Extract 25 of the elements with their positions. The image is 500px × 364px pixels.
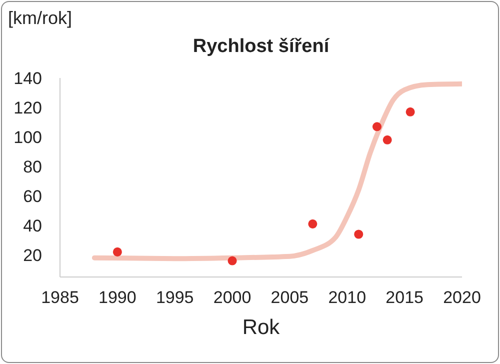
y-tick-label: 60 — [23, 186, 42, 206]
x-tick-label: 1990 — [98, 288, 136, 308]
x-tick-label: 2010 — [328, 288, 366, 308]
y-axis-title: [km/rok] — [8, 8, 72, 29]
y-tick-label: 120 — [14, 98, 42, 118]
y-tick-label: 20 — [23, 246, 42, 265]
x-tick-label: 1995 — [156, 288, 194, 308]
x-tick-label: 1985 — [41, 288, 79, 308]
y-tick-label: 80 — [23, 157, 42, 176]
point — [382, 135, 392, 144]
chart-title: Rychlost šíření — [192, 36, 331, 58]
x-axis-title: Rok — [241, 316, 281, 340]
y-tick-label: 40 — [23, 216, 42, 236]
x-tick-label: 2015 — [386, 288, 424, 308]
point — [308, 219, 318, 228]
point — [406, 107, 415, 116]
x-tick-label: 2000 — [213, 288, 252, 308]
point — [112, 247, 122, 256]
point — [372, 122, 382, 132]
y-tick-label: 140 — [14, 69, 42, 88]
x-tick-label: 2020 — [443, 288, 481, 308]
y-tick-label: 100 — [14, 128, 42, 147]
x-tick-label: 2005 — [270, 288, 309, 308]
point — [228, 256, 237, 266]
point — [354, 230, 364, 239]
